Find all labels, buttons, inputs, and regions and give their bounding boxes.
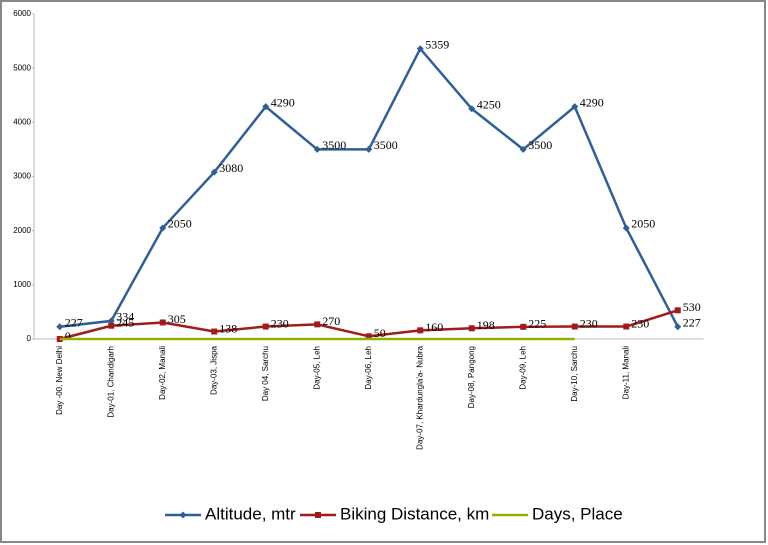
value-label: 3500 (374, 138, 398, 152)
value-label: 230 (631, 316, 649, 330)
x-tick-label: Day-03, Jispa (209, 345, 218, 394)
x-tick-label: Day-10, Sarchu (570, 346, 579, 402)
marker (571, 103, 579, 111)
marker (210, 168, 218, 176)
value-label: 305 (168, 312, 186, 326)
x-tick-label: Day-08, Pangong (467, 346, 476, 408)
marker (519, 145, 527, 153)
value-label: 4290 (271, 95, 295, 109)
value-label: 2050 (631, 217, 655, 231)
marker (674, 307, 681, 314)
marker (468, 105, 476, 113)
value-label: 3080 (219, 161, 243, 175)
marker (417, 327, 424, 334)
value-label: 227 (65, 315, 83, 329)
legend-marker (315, 512, 321, 518)
marker (520, 323, 527, 330)
y-tick-label: 6000 (13, 9, 31, 18)
marker (211, 328, 218, 335)
marker (159, 224, 167, 232)
marker (159, 319, 166, 326)
value-label: 138 (219, 321, 237, 335)
marker (416, 45, 424, 53)
x-tick-label: Day -00, New Delhi (55, 346, 64, 415)
value-label: 160 (425, 320, 443, 334)
value-label: 2050 (168, 217, 192, 231)
value-label: 4290 (580, 95, 604, 109)
y-tick-label: 2000 (13, 226, 31, 235)
marker (108, 322, 115, 329)
marker (56, 323, 64, 331)
marker (262, 323, 269, 330)
value-label: 225 (528, 317, 546, 331)
value-label: 50 (374, 326, 386, 340)
marker (365, 145, 373, 153)
value-label: 198 (477, 318, 495, 332)
marker (622, 224, 630, 232)
value-label: 230 (580, 316, 598, 330)
value-label: 4250 (477, 98, 501, 112)
value-label: 530 (683, 300, 701, 314)
y-tick-label: 1000 (13, 280, 31, 289)
x-tick-label: Day-07, Khardungla'a- Nubra (415, 345, 424, 449)
value-label: 3500 (528, 138, 552, 152)
value-label: 270 (322, 314, 340, 328)
value-label: 230 (271, 316, 289, 330)
x-tick-label: Day 04, Sarchu (261, 346, 270, 401)
y-tick-label: 0 (27, 334, 32, 343)
marker (314, 321, 321, 328)
value-label: 334 (116, 310, 134, 324)
y-tick-label: 3000 (13, 172, 31, 181)
value-label: 245 (116, 315, 134, 329)
x-tick-label: Day-02, Manali (158, 346, 167, 400)
marker (674, 323, 682, 331)
marker (107, 317, 115, 325)
x-tick-label: Day-09, Leh (518, 346, 527, 390)
legend-marker (179, 511, 187, 519)
marker (365, 333, 372, 340)
marker (262, 103, 270, 111)
legend-label: Biking Distance, km (340, 504, 489, 523)
value-label: 3500 (322, 138, 346, 152)
x-tick-label: Day-06, Leh (364, 346, 373, 390)
marker (623, 323, 630, 330)
marker (468, 325, 475, 332)
x-tick-label: Day-01, Chandigarh (106, 346, 115, 418)
legend-label: Days, Place (532, 504, 623, 523)
legend-label: Altitude, mtr (205, 504, 296, 523)
value-label: 227 (683, 315, 701, 329)
x-tick-label: Day-05, Leh (312, 346, 321, 390)
x-tick-label: Day-11, Manali (621, 346, 630, 399)
value-label: 0 (65, 329, 71, 343)
marker (571, 323, 578, 330)
y-tick-label: 5000 (13, 63, 31, 72)
value-label: 5359 (425, 37, 449, 51)
y-tick-label: 4000 (13, 117, 31, 126)
marker (313, 145, 321, 153)
